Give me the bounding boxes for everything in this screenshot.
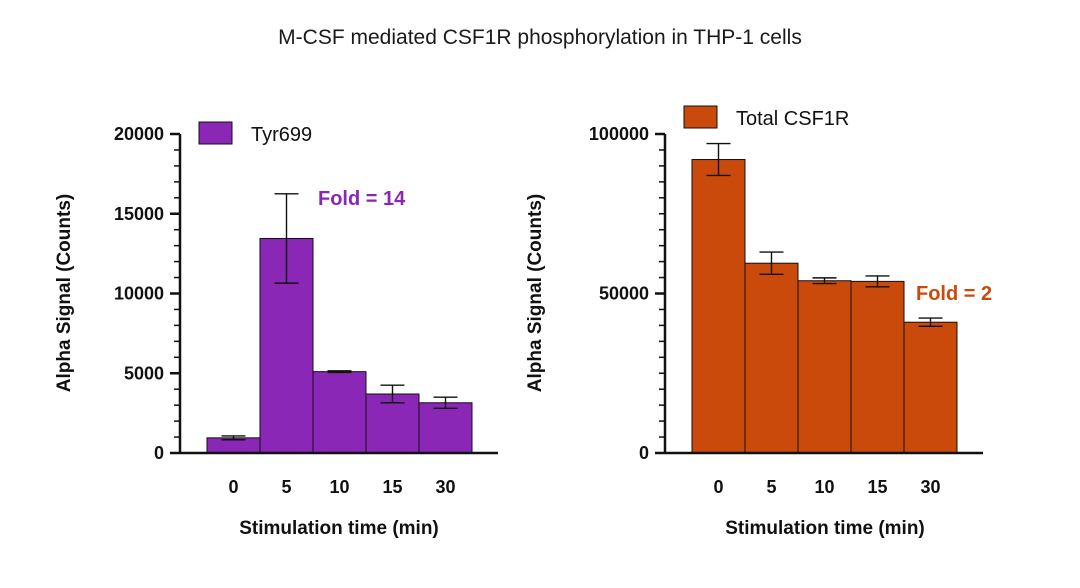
y-tick-label: 100000 — [589, 124, 649, 144]
y-tick-label: 0 — [154, 443, 164, 463]
x-tick-label: 5 — [766, 477, 776, 497]
x-tick-label: 15 — [867, 477, 887, 497]
bar — [797, 280, 852, 454]
x-tick-label: 10 — [814, 477, 834, 497]
x-tick-label: 10 — [329, 477, 349, 497]
fold-annotation-tyr699: Fold = 14 — [318, 188, 406, 210]
bar — [312, 371, 367, 454]
x-tick-label: 0 — [228, 477, 238, 497]
y-tick-label: 10000 — [114, 284, 164, 304]
x-tick-label: 5 — [281, 477, 291, 497]
figure-title: M-CSF mediated CSF1R phosphorylation in … — [278, 26, 802, 49]
bar — [850, 280, 905, 454]
chart-tyr699: Alpha Signal (Counts) Stimulation time (… — [54, 121, 498, 539]
legend-label-total: Total CSF1R — [736, 108, 849, 130]
x-axis-title-tyr699: Stimulation time (min) — [239, 518, 439, 539]
y-tick-label: 0 — [639, 443, 649, 463]
bar — [744, 262, 799, 454]
legend-swatch-tyr699 — [198, 121, 233, 145]
x-tick-label: 30 — [920, 477, 940, 497]
plot-area-tyr699: 0 5 10 15 30 0 5000 10000 15000 20000 — [114, 124, 498, 497]
fold-annotation-total: Fold = 2 — [916, 283, 992, 305]
y-tick-label: 5000 — [124, 363, 164, 383]
plot-area-total: 0 5 10 15 30 0 50000 100000 — [589, 124, 983, 497]
bar — [418, 402, 473, 454]
x-tick-label: 15 — [382, 477, 402, 497]
legend-swatch-total — [683, 105, 718, 129]
x-tick-label: 30 — [435, 477, 455, 497]
legend-label-tyr699: Tyr699 — [251, 124, 312, 146]
y-axis-title-total: Alpha Signal (Counts) — [525, 194, 546, 392]
y-tick-label: 50000 — [599, 284, 649, 304]
x-tick-label: 0 — [713, 477, 723, 497]
bar — [691, 159, 746, 454]
y-axis-title-tyr699: Alpha Signal (Counts) — [54, 194, 75, 392]
bar — [903, 321, 958, 454]
chart-total-csf1r: Alpha Signal (Counts) Stimulation time (… — [525, 105, 992, 539]
x-axis-title-total: Stimulation time (min) — [725, 518, 925, 539]
y-tick-label: 15000 — [114, 204, 164, 224]
y-tick-label: 20000 — [114, 124, 164, 144]
